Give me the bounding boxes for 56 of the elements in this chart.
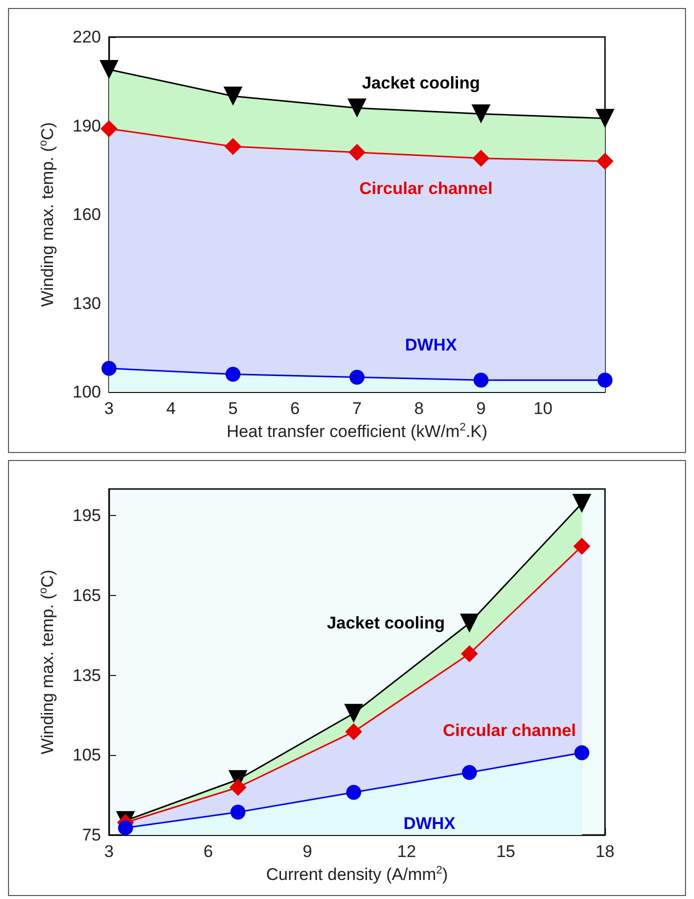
x-tick-label: 6 <box>203 842 213 861</box>
point <box>345 723 362 740</box>
x-tick-label: 18 <box>596 842 614 861</box>
point <box>572 494 592 513</box>
y-tick-label: 105 <box>72 746 101 765</box>
x-tick-label: 8 <box>414 399 424 418</box>
y-tick-label: 220 <box>72 28 101 46</box>
y-axis-title: Winding max. temp. (oC) <box>38 122 57 307</box>
point <box>102 360 116 376</box>
point <box>474 372 488 388</box>
point <box>226 366 240 382</box>
y-axis-title: Winding max. temp. (oC) <box>38 570 57 754</box>
y-tick-label: 165 <box>72 586 101 605</box>
y-tick-label: 75 <box>82 826 101 844</box>
point <box>472 150 490 167</box>
x-tick-label: 12 <box>397 842 416 861</box>
series-label: DWHX <box>405 336 458 355</box>
x-tick-label: 4 <box>166 399 176 418</box>
point <box>460 614 479 633</box>
y-tick-label: 195 <box>72 506 101 526</box>
series-label: DWHX <box>403 814 456 833</box>
point <box>574 745 590 760</box>
point <box>224 138 242 155</box>
point <box>596 108 614 128</box>
series-label: Jacket cooling <box>362 73 480 92</box>
point <box>348 144 366 161</box>
point <box>596 152 614 170</box>
y-tick-label: 190 <box>72 116 101 136</box>
point <box>100 60 118 80</box>
point <box>230 804 246 820</box>
x-tick-label: 3 <box>104 842 114 861</box>
x-tick-label: 9 <box>302 842 312 861</box>
point <box>460 645 478 662</box>
x-tick-label: 9 <box>476 399 486 418</box>
x-tick-label: 5 <box>228 399 238 418</box>
x-tick-label: 7 <box>352 399 362 418</box>
y-tick-label: 100 <box>72 382 101 402</box>
point <box>100 120 118 138</box>
y-tick-label: 130 <box>72 294 101 313</box>
x-tick-label: 10 <box>534 399 552 418</box>
point <box>462 764 477 780</box>
series-label: Circular channel <box>442 721 576 740</box>
series-label: Circular channel <box>359 178 493 198</box>
x-tick-label: 6 <box>290 399 300 418</box>
y-tick-label: 135 <box>72 666 101 685</box>
point <box>350 370 364 385</box>
series-label: Jacket cooling <box>326 614 445 633</box>
point <box>344 704 364 723</box>
x-tick-label: 3 <box>104 399 114 418</box>
point <box>598 372 612 388</box>
point <box>118 820 134 836</box>
point <box>229 778 246 796</box>
x-tick-label: 15 <box>496 842 516 861</box>
point <box>573 538 590 555</box>
point <box>346 784 362 800</box>
y-tick-label: 160 <box>72 205 101 224</box>
